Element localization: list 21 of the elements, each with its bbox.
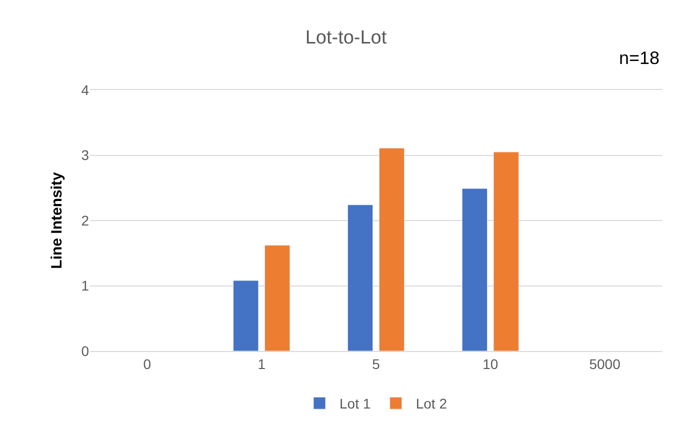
- text: n=18: [619, 48, 660, 68]
- x-tick-label: 0: [143, 356, 152, 372]
- bar: [233, 280, 259, 351]
- y-tick-label: 1: [81, 278, 90, 294]
- bar: [493, 152, 519, 351]
- x-tick-label: 1: [258, 356, 266, 372]
- y-tick-label: 2: [81, 212, 90, 228]
- y-axis-title: Line Intensity: [48, 172, 66, 269]
- legend-label: Lot 2: [416, 396, 448, 412]
- bar: [462, 188, 488, 351]
- y-tick-label: 3: [81, 147, 90, 164]
- legend-label: Lot 1: [340, 396, 371, 412]
- y-tick-label: 4: [81, 82, 90, 98]
- x-tick-label: 5: [372, 356, 380, 372]
- bar: [347, 204, 374, 351]
- y-tick-label: 0: [81, 342, 90, 359]
- chart-title: Lot-to-Lot: [305, 28, 388, 49]
- x-tick-label: 10: [482, 356, 498, 372]
- bar: [264, 245, 290, 351]
- x-tick-label: 5000: [589, 356, 621, 372]
- bar: [378, 148, 405, 351]
